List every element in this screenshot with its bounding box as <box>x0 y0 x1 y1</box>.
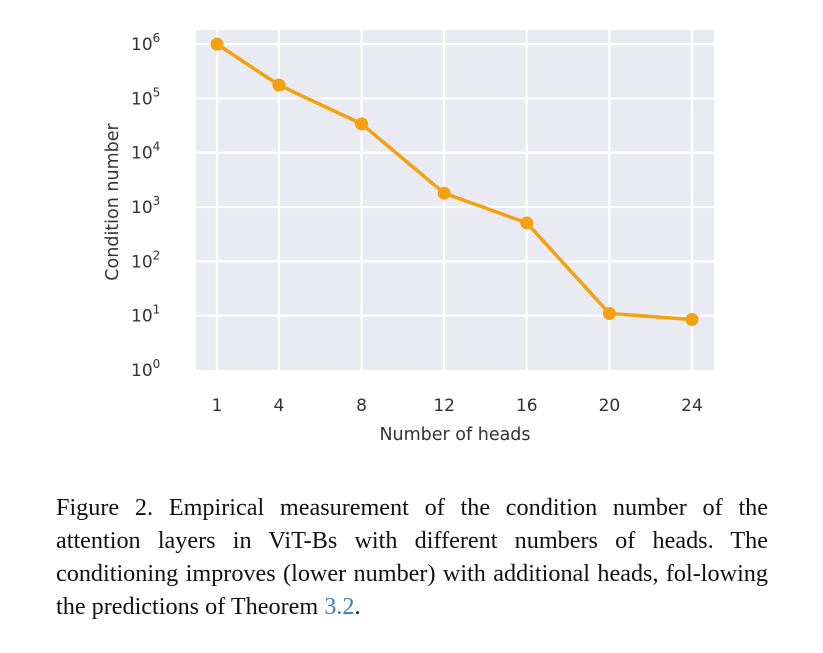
x-tick-label: 1 <box>212 396 223 416</box>
data-point <box>520 216 534 230</box>
theorem-reference-link[interactable]: 3.2 <box>324 593 355 620</box>
caption-end: . <box>354 593 361 620</box>
y-tick-label: 100 <box>131 357 160 381</box>
figure-caption: Figure 2. Empirical measurement of the c… <box>56 491 768 623</box>
y-tick-label: 106 <box>131 31 160 55</box>
y-tick-label: 105 <box>131 85 160 109</box>
y-tick-label: 103 <box>131 194 160 218</box>
data-point <box>685 313 699 327</box>
x-tick-label: 16 <box>516 396 538 416</box>
data-point <box>272 78 286 92</box>
y-tick-label: 102 <box>131 248 160 272</box>
y-axis-label: Condition number <box>103 123 123 281</box>
x-axis-ticks: 1 4 8 12 16 20 24 <box>212 396 703 416</box>
y-tick-label: 104 <box>131 140 160 164</box>
chart: 100 101 102 103 104 105 106 1 4 8 12 16 20 24 Number… <box>103 30 714 445</box>
data-point <box>437 186 451 200</box>
x-tick-label: 12 <box>433 396 455 416</box>
x-tick-label: 8 <box>356 396 367 416</box>
y-axis-ticks: 100 101 102 103 104 105 106 <box>131 31 160 381</box>
y-tick-label: 101 <box>131 303 160 327</box>
caption-text: Figure 2. Empirical measurement of the c… <box>56 494 768 620</box>
x-tick-label: 4 <box>274 396 285 416</box>
data-point <box>355 117 369 131</box>
series <box>210 37 699 327</box>
x-tick-label: 24 <box>681 396 703 416</box>
data-point <box>210 37 224 51</box>
data-point <box>602 306 616 320</box>
x-axis-label: Number of heads <box>379 425 530 445</box>
x-tick-label: 20 <box>599 396 621 416</box>
